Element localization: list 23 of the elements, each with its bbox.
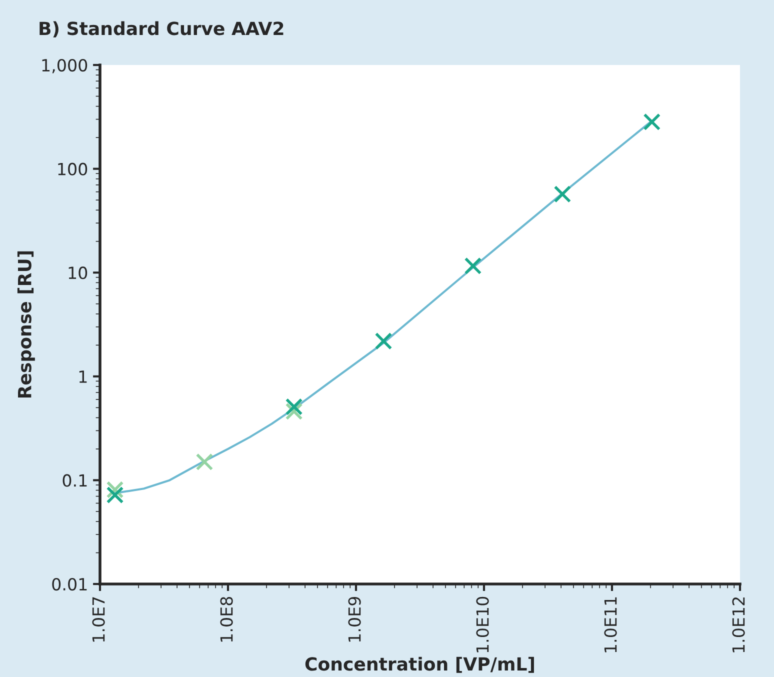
y-tick-label: 0.01 bbox=[52, 578, 87, 591]
point bbox=[106, 486, 124, 504]
x-tick-label: 1.0E12 bbox=[732, 597, 745, 652]
point bbox=[196, 453, 214, 471]
point bbox=[554, 185, 572, 203]
x-tick-label: 1.0E9 bbox=[348, 596, 361, 642]
point bbox=[464, 257, 482, 275]
point bbox=[285, 398, 303, 416]
x-tick-label: 1.0E8 bbox=[220, 596, 233, 642]
x-tick-label: 1.0E10 bbox=[476, 596, 489, 652]
point bbox=[374, 332, 392, 350]
y-tick-label: 1,000 bbox=[42, 58, 88, 74]
y-axis-title: Response [RU] bbox=[17, 251, 35, 398]
x-axis-title: Concentration [VP/mL] bbox=[305, 656, 534, 673]
x-tick-label: 1.0E11 bbox=[604, 597, 617, 652]
y-tick-label: 0.1 bbox=[62, 474, 87, 487]
chart-title: B) Standard Curve AAV2 bbox=[40, 21, 284, 38]
y-tick-label: 10 bbox=[68, 266, 88, 280]
y-tick-label: 1 bbox=[79, 370, 87, 383]
x-tick-label: 1.0E7 bbox=[92, 597, 105, 642]
point bbox=[643, 113, 661, 131]
point bbox=[106, 481, 124, 498]
y-tick-label: 100 bbox=[58, 162, 88, 176]
